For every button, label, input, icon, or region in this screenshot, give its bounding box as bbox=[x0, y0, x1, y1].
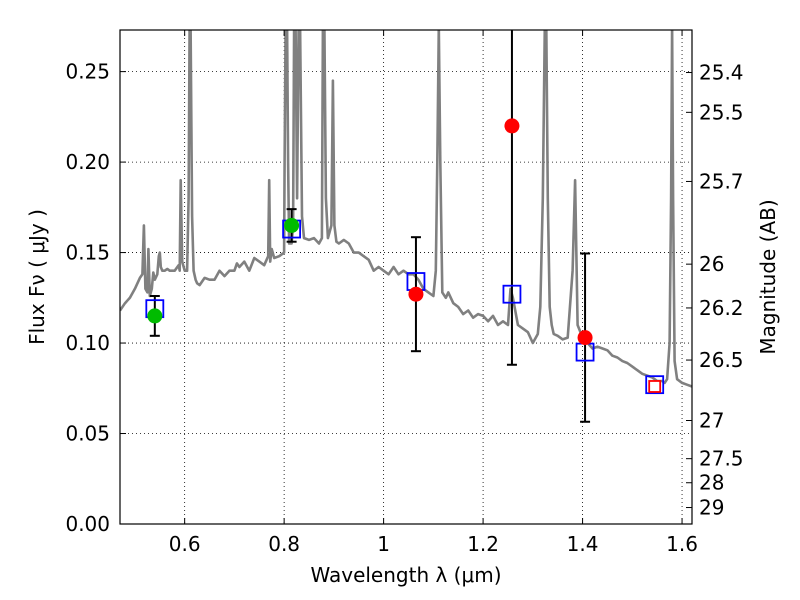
y-tick-label: 0.20 bbox=[65, 150, 110, 174]
mag-tick-label: 27.5 bbox=[699, 447, 744, 471]
mag-tick-label: 25.4 bbox=[699, 61, 744, 85]
x-tick-label: 0.8 bbox=[268, 532, 300, 556]
markers bbox=[145, 118, 665, 395]
y-axis-title: Flux Fν ( μJy ) bbox=[25, 209, 49, 345]
y-tick-label: 0.10 bbox=[65, 331, 110, 355]
y-tick-label: 0.05 bbox=[65, 422, 110, 446]
mag-tick-label: 27 bbox=[699, 408, 724, 432]
y-tick-label: 0.15 bbox=[65, 241, 110, 265]
nir-point bbox=[408, 286, 424, 302]
mag-tick-label: 25.5 bbox=[699, 100, 744, 124]
ticks: 0.6 0.8 1 1.2 1.4 1.6 0.00 0.05 0.10 0.15 0.20 0.25… bbox=[65, 30, 744, 556]
optical-point bbox=[284, 217, 300, 233]
sed-line bbox=[120, 30, 692, 388]
red-square-marker bbox=[648, 380, 662, 393]
x-tick-label: 1.2 bbox=[467, 532, 499, 556]
mag-tick-label: 25.7 bbox=[699, 169, 744, 193]
nir-point bbox=[504, 118, 520, 134]
x-tick-label: 1 bbox=[377, 532, 390, 556]
x-tick-label: 1.4 bbox=[567, 532, 599, 556]
mag-tick-label: 28 bbox=[699, 471, 724, 495]
mag-tick-label: 29 bbox=[699, 496, 724, 520]
mag-tick-label: 26.2 bbox=[699, 296, 744, 320]
x-tick-label: 0.6 bbox=[169, 532, 201, 556]
mag-tick-label: 26 bbox=[699, 252, 724, 276]
error-bars bbox=[149, 30, 591, 423]
sed-layer bbox=[120, 30, 692, 388]
y-tick-label: 0.00 bbox=[65, 512, 110, 536]
x-tick-label: 1.6 bbox=[666, 532, 698, 556]
y-tick-label: 0.25 bbox=[65, 60, 110, 84]
model-mag-square bbox=[502, 284, 522, 304]
optical-point bbox=[147, 308, 163, 324]
plot-frame bbox=[119, 29, 693, 525]
mag-tick-label: 26.5 bbox=[699, 348, 744, 372]
x-axis-title: Wavelength λ (μm) bbox=[310, 563, 501, 587]
y2-axis-title: Magnitude (AB) bbox=[756, 199, 780, 354]
nir-point bbox=[577, 330, 593, 346]
model-mag-square bbox=[645, 375, 665, 395]
